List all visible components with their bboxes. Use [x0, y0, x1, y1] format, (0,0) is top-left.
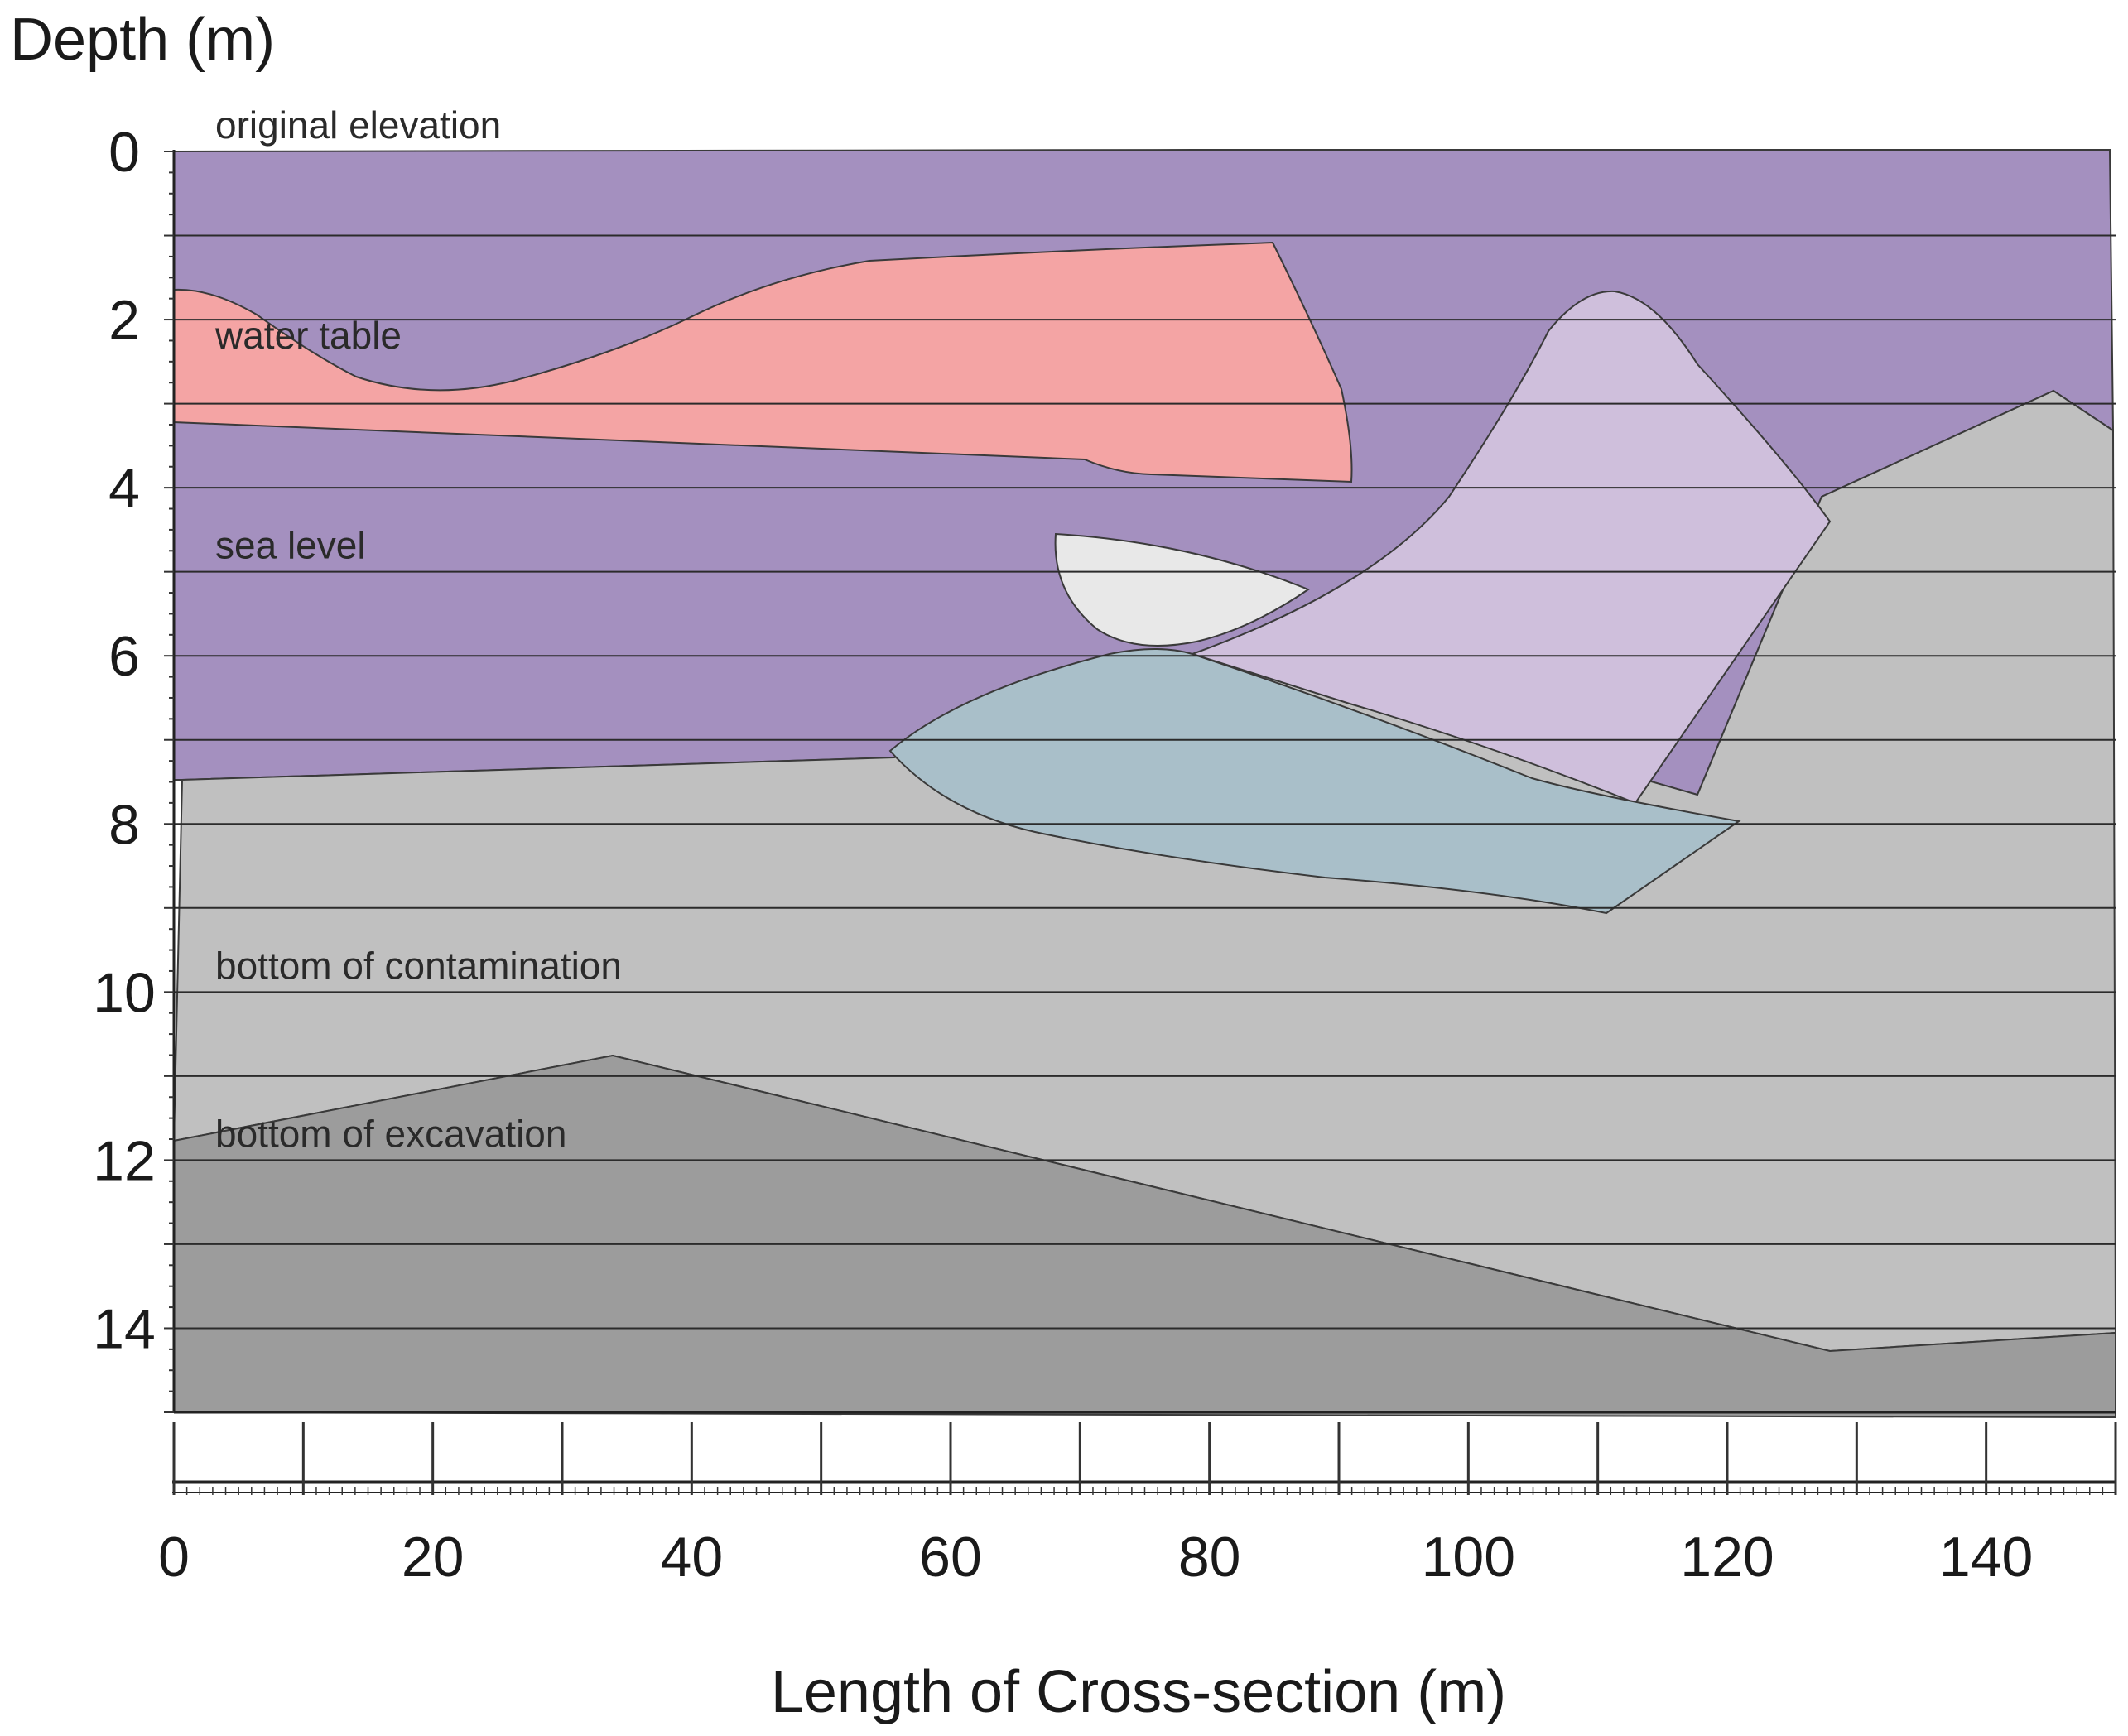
y-tick-label: 2 — [108, 289, 140, 352]
x-tick-label: 60 — [919, 1526, 982, 1589]
reference-label: water table — [214, 314, 402, 357]
x-tick-label: 80 — [1178, 1526, 1241, 1589]
pink-lens — [173, 241, 1353, 483]
lavender-lens — [1189, 290, 1832, 805]
x-tick-label: 20 — [402, 1526, 465, 1589]
x-tick-label: 0 — [158, 1526, 190, 1589]
reference-label: sea level — [215, 524, 366, 567]
x-tick-label: 40 — [661, 1526, 724, 1589]
reference-label: bottom of contamination — [215, 944, 622, 987]
y-tick-label: 0 — [108, 121, 140, 184]
x-tick-label: 100 — [1422, 1526, 1515, 1589]
y-tick-labels: 0 2 4 6 8 10 12 14 — [93, 121, 174, 1413]
x-axis-label: Length of Cross-section (m) — [771, 1659, 1506, 1725]
x-tick-label: 120 — [1680, 1526, 1774, 1589]
layers — [172, 149, 2117, 1419]
y-tick-label: 6 — [108, 625, 140, 688]
y-tick-label: 4 — [108, 457, 140, 520]
y-axis-label: Depth (m) — [10, 7, 275, 73]
y-tick-label: 8 — [108, 793, 140, 856]
y-tick-label: 12 — [93, 1129, 156, 1192]
x-tick-labels: 0 20 40 60 80 100 120 140 — [158, 1526, 2033, 1589]
reference-label: original elevation — [215, 103, 501, 147]
white-lens — [1054, 532, 1311, 647]
blue-grey-lens — [888, 648, 1741, 915]
y-tick-label: 14 — [93, 1297, 156, 1360]
reference-label: bottom of excavation — [215, 1112, 566, 1155]
reference-annotations: original elevation water table sea level bo… — [214, 103, 622, 1155]
x-axis-ruler — [172, 1422, 2117, 1495]
y-tick-label: 10 — [93, 961, 156, 1024]
depth-gridlines — [174, 234, 2116, 1414]
x-tick-label: 140 — [1939, 1526, 2033, 1589]
